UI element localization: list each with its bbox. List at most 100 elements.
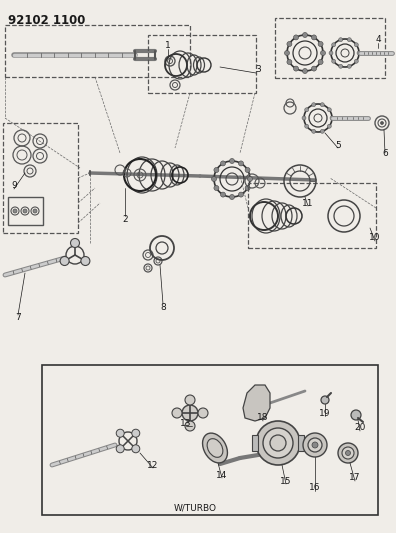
Circle shape bbox=[230, 158, 234, 164]
Circle shape bbox=[270, 435, 286, 451]
Text: 3: 3 bbox=[255, 64, 261, 74]
Text: 20: 20 bbox=[354, 424, 366, 432]
Circle shape bbox=[318, 60, 323, 64]
Circle shape bbox=[211, 176, 217, 182]
Circle shape bbox=[318, 42, 323, 46]
Bar bbox=[298, 435, 304, 451]
Bar bbox=[42, 365, 378, 515]
Circle shape bbox=[116, 445, 124, 453]
Bar bbox=[252, 435, 258, 451]
Circle shape bbox=[214, 185, 219, 190]
Circle shape bbox=[238, 161, 244, 166]
Circle shape bbox=[332, 43, 336, 47]
Circle shape bbox=[23, 209, 27, 213]
Text: 92102 1100: 92102 1100 bbox=[8, 14, 86, 27]
Circle shape bbox=[60, 256, 69, 265]
Circle shape bbox=[303, 33, 308, 37]
Circle shape bbox=[132, 429, 140, 437]
Circle shape bbox=[342, 447, 354, 459]
Bar bbox=[3, 123, 78, 233]
Circle shape bbox=[347, 64, 351, 68]
Circle shape bbox=[320, 51, 326, 55]
Text: 11: 11 bbox=[302, 198, 314, 207]
Circle shape bbox=[287, 42, 292, 46]
Circle shape bbox=[312, 103, 316, 107]
Circle shape bbox=[351, 410, 361, 420]
Circle shape bbox=[321, 396, 329, 404]
Text: 10: 10 bbox=[369, 233, 381, 243]
Text: 4: 4 bbox=[375, 35, 381, 44]
Circle shape bbox=[347, 38, 351, 42]
Circle shape bbox=[185, 395, 195, 405]
Text: 13: 13 bbox=[180, 418, 192, 427]
Text: 12: 12 bbox=[147, 461, 159, 470]
Text: 8: 8 bbox=[160, 303, 166, 311]
Circle shape bbox=[345, 450, 350, 456]
Circle shape bbox=[302, 116, 306, 120]
Text: 6: 6 bbox=[382, 149, 388, 157]
Circle shape bbox=[303, 69, 308, 74]
Circle shape bbox=[332, 59, 336, 63]
Text: 17: 17 bbox=[349, 473, 361, 482]
Circle shape bbox=[33, 209, 37, 213]
Text: 14: 14 bbox=[216, 471, 228, 480]
Circle shape bbox=[338, 443, 358, 463]
Circle shape bbox=[339, 38, 343, 42]
Circle shape bbox=[312, 35, 316, 40]
Bar bbox=[148, 35, 256, 93]
Circle shape bbox=[238, 192, 244, 197]
Text: 7: 7 bbox=[15, 313, 21, 322]
Text: W/TURBO: W/TURBO bbox=[173, 504, 217, 513]
Circle shape bbox=[293, 35, 299, 40]
Text: 1: 1 bbox=[165, 41, 171, 50]
Ellipse shape bbox=[207, 439, 223, 457]
Bar bbox=[248, 183, 376, 248]
Circle shape bbox=[132, 445, 140, 453]
Bar bbox=[8, 197, 43, 225]
Circle shape bbox=[284, 51, 289, 55]
Circle shape bbox=[182, 405, 198, 421]
Circle shape bbox=[230, 195, 234, 199]
Circle shape bbox=[312, 442, 318, 448]
Circle shape bbox=[320, 103, 324, 107]
Circle shape bbox=[312, 66, 316, 71]
Circle shape bbox=[81, 256, 90, 265]
Polygon shape bbox=[243, 385, 270, 421]
Circle shape bbox=[327, 108, 331, 112]
Circle shape bbox=[305, 124, 308, 128]
Circle shape bbox=[248, 176, 253, 182]
Circle shape bbox=[263, 428, 293, 458]
Circle shape bbox=[185, 421, 195, 431]
Circle shape bbox=[256, 421, 300, 465]
Circle shape bbox=[320, 130, 324, 133]
Circle shape bbox=[327, 124, 331, 128]
Text: 5: 5 bbox=[335, 141, 341, 149]
Circle shape bbox=[330, 116, 334, 120]
Circle shape bbox=[214, 167, 219, 173]
Bar bbox=[275, 18, 385, 78]
Text: 15: 15 bbox=[280, 477, 292, 486]
Circle shape bbox=[329, 51, 333, 55]
Circle shape bbox=[339, 64, 343, 68]
Circle shape bbox=[245, 167, 250, 173]
Circle shape bbox=[308, 438, 322, 452]
Circle shape bbox=[198, 408, 208, 418]
Text: 18: 18 bbox=[257, 414, 269, 423]
Circle shape bbox=[245, 185, 250, 190]
Circle shape bbox=[116, 429, 124, 437]
Circle shape bbox=[70, 238, 80, 247]
Text: 9: 9 bbox=[11, 182, 17, 190]
Circle shape bbox=[303, 433, 327, 457]
Text: 2: 2 bbox=[122, 214, 128, 223]
Circle shape bbox=[172, 408, 182, 418]
Ellipse shape bbox=[203, 433, 227, 463]
Circle shape bbox=[354, 43, 358, 47]
Circle shape bbox=[221, 192, 225, 197]
Bar bbox=[5, 25, 190, 77]
Text: 19: 19 bbox=[319, 408, 331, 417]
Circle shape bbox=[357, 51, 361, 55]
Circle shape bbox=[354, 59, 358, 63]
Circle shape bbox=[293, 66, 299, 71]
Circle shape bbox=[305, 108, 308, 112]
Circle shape bbox=[312, 130, 316, 133]
